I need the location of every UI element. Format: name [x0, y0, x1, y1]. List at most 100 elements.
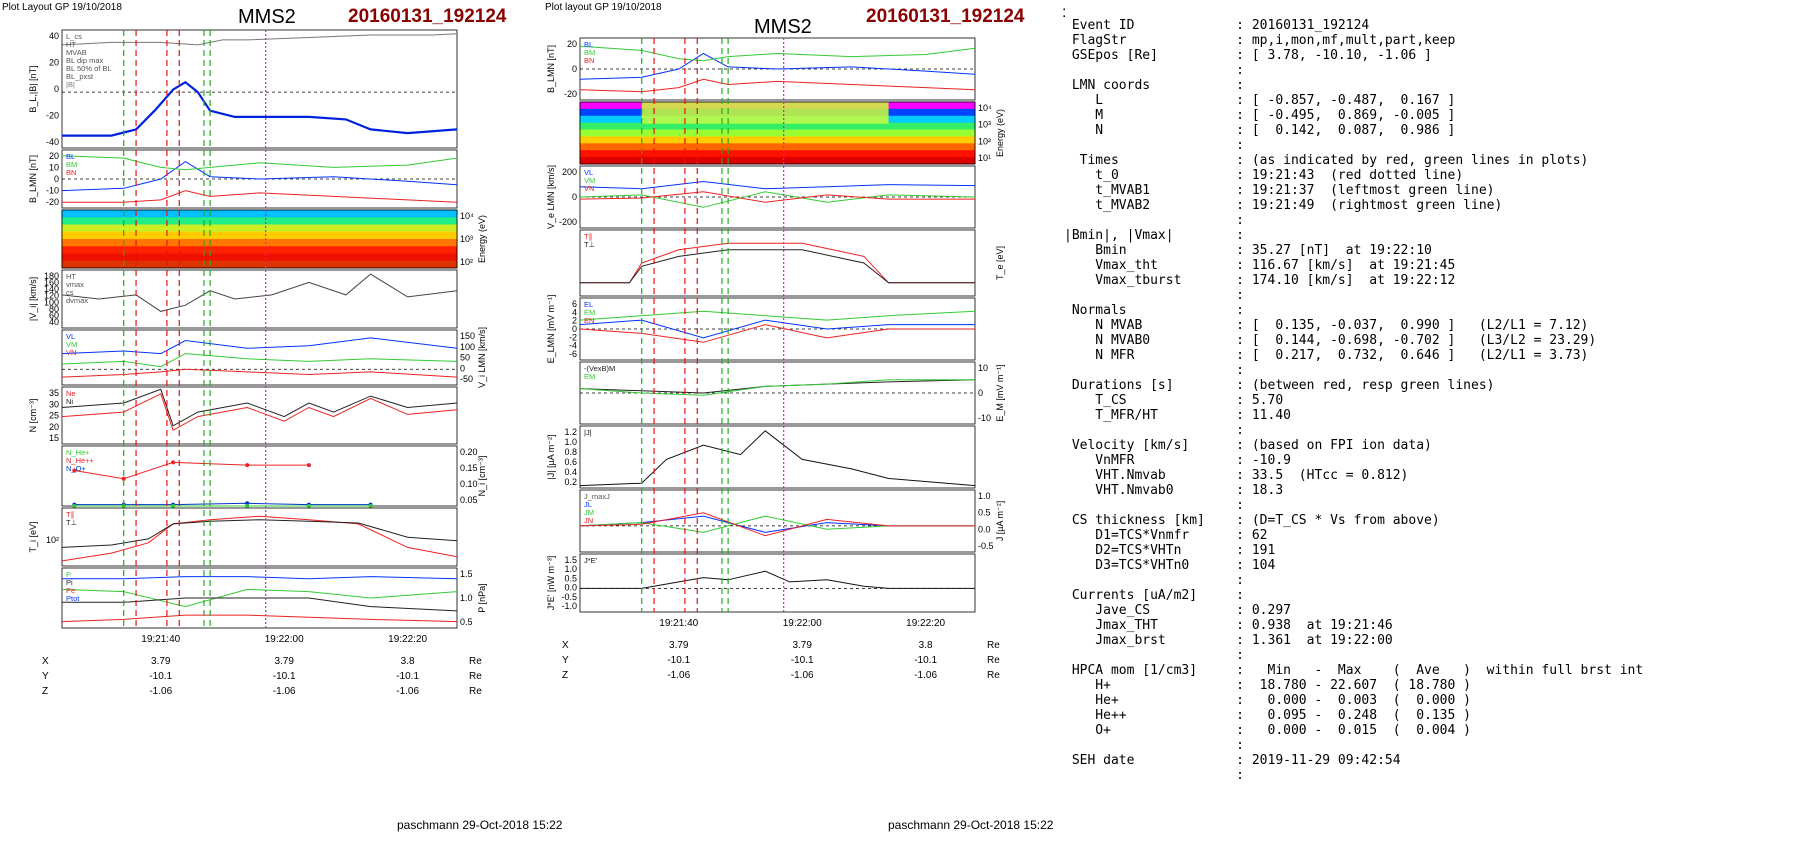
middle-title: MMS2	[754, 16, 812, 38]
panel-frame	[61, 209, 458, 269]
y-tick-label: 1.0	[460, 593, 473, 603]
left-header-note: Plot Layout GP 19/10/2018	[2, 2, 122, 13]
left-event-id: 20160131_192124	[348, 6, 507, 27]
summary-line: GSEpos [Re] : [ 3.78, -10.10, -1.06 ]	[1064, 48, 1432, 63]
summary-line: t_MVAB2 : 19:21:49 (rightmost green line…	[1064, 198, 1503, 213]
y-tick-label: 10	[978, 363, 988, 373]
legend-entry: P	[66, 570, 71, 579]
ephemeris-label: Z	[562, 670, 568, 681]
y-axis-label: E_LMN [mV m⁻¹]	[546, 295, 556, 364]
legend-entry: BM	[584, 48, 595, 57]
summary-line: Times : (as indicated by red, green line…	[1064, 153, 1589, 168]
summary-line: :	[1064, 738, 1245, 753]
panel-frame	[61, 329, 458, 386]
ephemeris-value: -1.06	[791, 670, 814, 681]
summary-line: Vmax_tburst : 174.10 [km/s] at 19:22:12	[1064, 273, 1456, 288]
legend-entry: EL	[584, 300, 593, 309]
y-tick-label: -0.5	[561, 592, 577, 602]
y-axis-label: B_LMN [nT]	[28, 155, 38, 203]
y-tick-label: 0.5	[460, 617, 473, 627]
y-axis-label: Energy (eV)	[995, 109, 1005, 157]
series-line	[61, 388, 458, 427]
summary-line: L : [ -0.857, -0.487, 0.167 ]	[1064, 93, 1456, 108]
summary-line: VHT.Nmvab : 33.5 (HTcc = 0.812)	[1064, 468, 1409, 483]
y-tick-label: 10¹	[978, 153, 991, 163]
summary-line: N MFR : [ 0.217, 0.732, 0.646 ] (L2/L1 =…	[1064, 348, 1589, 363]
y-tick-label: -4	[569, 341, 577, 351]
panel-frame	[61, 29, 458, 149]
summary-line: VHT.Nmvab0 : 18.3	[1064, 483, 1284, 498]
spectrogram-band	[62, 239, 457, 247]
y-axis-label: N [cm⁻³]	[28, 399, 38, 433]
legend-entry: MVAB	[66, 48, 87, 57]
y-tick-label: 150	[460, 331, 475, 341]
y-tick-label: 10³	[460, 234, 473, 244]
y-tick-label: 0.10	[460, 479, 478, 489]
x-tick-label: 19:22:20	[388, 634, 427, 645]
summary-line: N MVAB0 : [ 0.144, -0.698, -0.702 ] (L3/…	[1064, 333, 1597, 348]
ephemeris-value: 3.79	[151, 656, 171, 667]
y-tick-label: 100	[460, 342, 475, 352]
legend-entry: -(VexB)M	[584, 364, 615, 373]
summary-line: :	[1064, 363, 1245, 378]
panel-frame	[61, 269, 458, 329]
y-tick-label: 0.5	[564, 573, 577, 583]
legend-entry: T∥	[584, 232, 592, 241]
panel-frame	[579, 489, 976, 553]
y-tick-label: 40	[49, 31, 59, 41]
y-tick-label: -0.5	[978, 541, 994, 551]
y-axis-label: N_i [cm⁻³]	[477, 456, 487, 497]
ephemeris-value: 3.79	[274, 656, 294, 667]
legend-entry: N_O+	[66, 464, 86, 473]
legend-entry: VL	[584, 168, 593, 177]
y-tick-label: 60	[49, 310, 59, 320]
summary-line: Event ID : 20160131_192124	[1064, 18, 1370, 33]
legend-entry: Pe	[66, 586, 75, 595]
legend-entry: JL	[584, 500, 592, 509]
legend-entry: L_cs	[66, 32, 82, 41]
y-tick-label: 10²	[46, 535, 59, 545]
ephemeris-unit: Re	[987, 655, 1000, 666]
spectrogram-band	[641, 102, 889, 124]
series-line	[61, 614, 458, 623]
legend-entry: Ptot	[66, 594, 80, 603]
data-point	[368, 504, 373, 508]
x-tick-label: 19:22:00	[783, 618, 822, 629]
y-axis-label: V_i LMN [km/s]	[477, 327, 487, 388]
legend-entry: BL	[584, 40, 593, 49]
y-tick-label: 10⁴	[978, 103, 992, 113]
summary-line: T_MFR/HT : 11.40	[1064, 408, 1291, 423]
y-tick-label: 120	[44, 291, 59, 301]
data-point	[245, 463, 250, 468]
spectrogram-band	[580, 157, 975, 165]
x-tick-label: 19:22:00	[265, 634, 304, 645]
y-tick-label: 0.15	[460, 463, 478, 473]
spectrogram-band	[580, 136, 975, 144]
y-tick-label: 0	[54, 174, 59, 184]
y-axis-label: T_i [eV]	[28, 521, 38, 552]
y-tick-label: 1.5	[564, 555, 577, 565]
data-point	[171, 504, 176, 508]
summary-line: :	[1064, 768, 1245, 783]
y-tick-label: -20	[564, 89, 577, 99]
ephemeris-value: -10.1	[667, 655, 690, 666]
spectrogram-band	[62, 246, 457, 254]
legend-entry: BL dip max	[66, 56, 103, 65]
series-line	[579, 512, 975, 537]
y-tick-label: -50	[460, 374, 473, 384]
ephemeris-value: 3.79	[792, 640, 812, 651]
ephemeris-value: -1.06	[149, 686, 172, 697]
panel-frame	[579, 229, 976, 297]
ephemeris-label: X	[562, 640, 569, 651]
panel-frame	[61, 445, 458, 507]
summary-line: N MVAB : [ 0.135, -0.037, 0.990 ] (L2/L1…	[1064, 318, 1589, 333]
y-axis-label: |J| [µA m⁻²]	[546, 434, 556, 479]
y-tick-label: 0.2	[564, 477, 577, 487]
y-tick-label: 1.0	[564, 437, 577, 447]
legend-entry: |B|	[66, 80, 75, 89]
legend-entry: N_He+	[66, 448, 90, 457]
y-tick-label: 20	[567, 39, 577, 49]
y-tick-label: 0.5	[978, 508, 991, 518]
summary-line: :	[1064, 498, 1245, 513]
summary-line: Jmax_brst : 1.361 at 19:22:00	[1064, 633, 1393, 648]
